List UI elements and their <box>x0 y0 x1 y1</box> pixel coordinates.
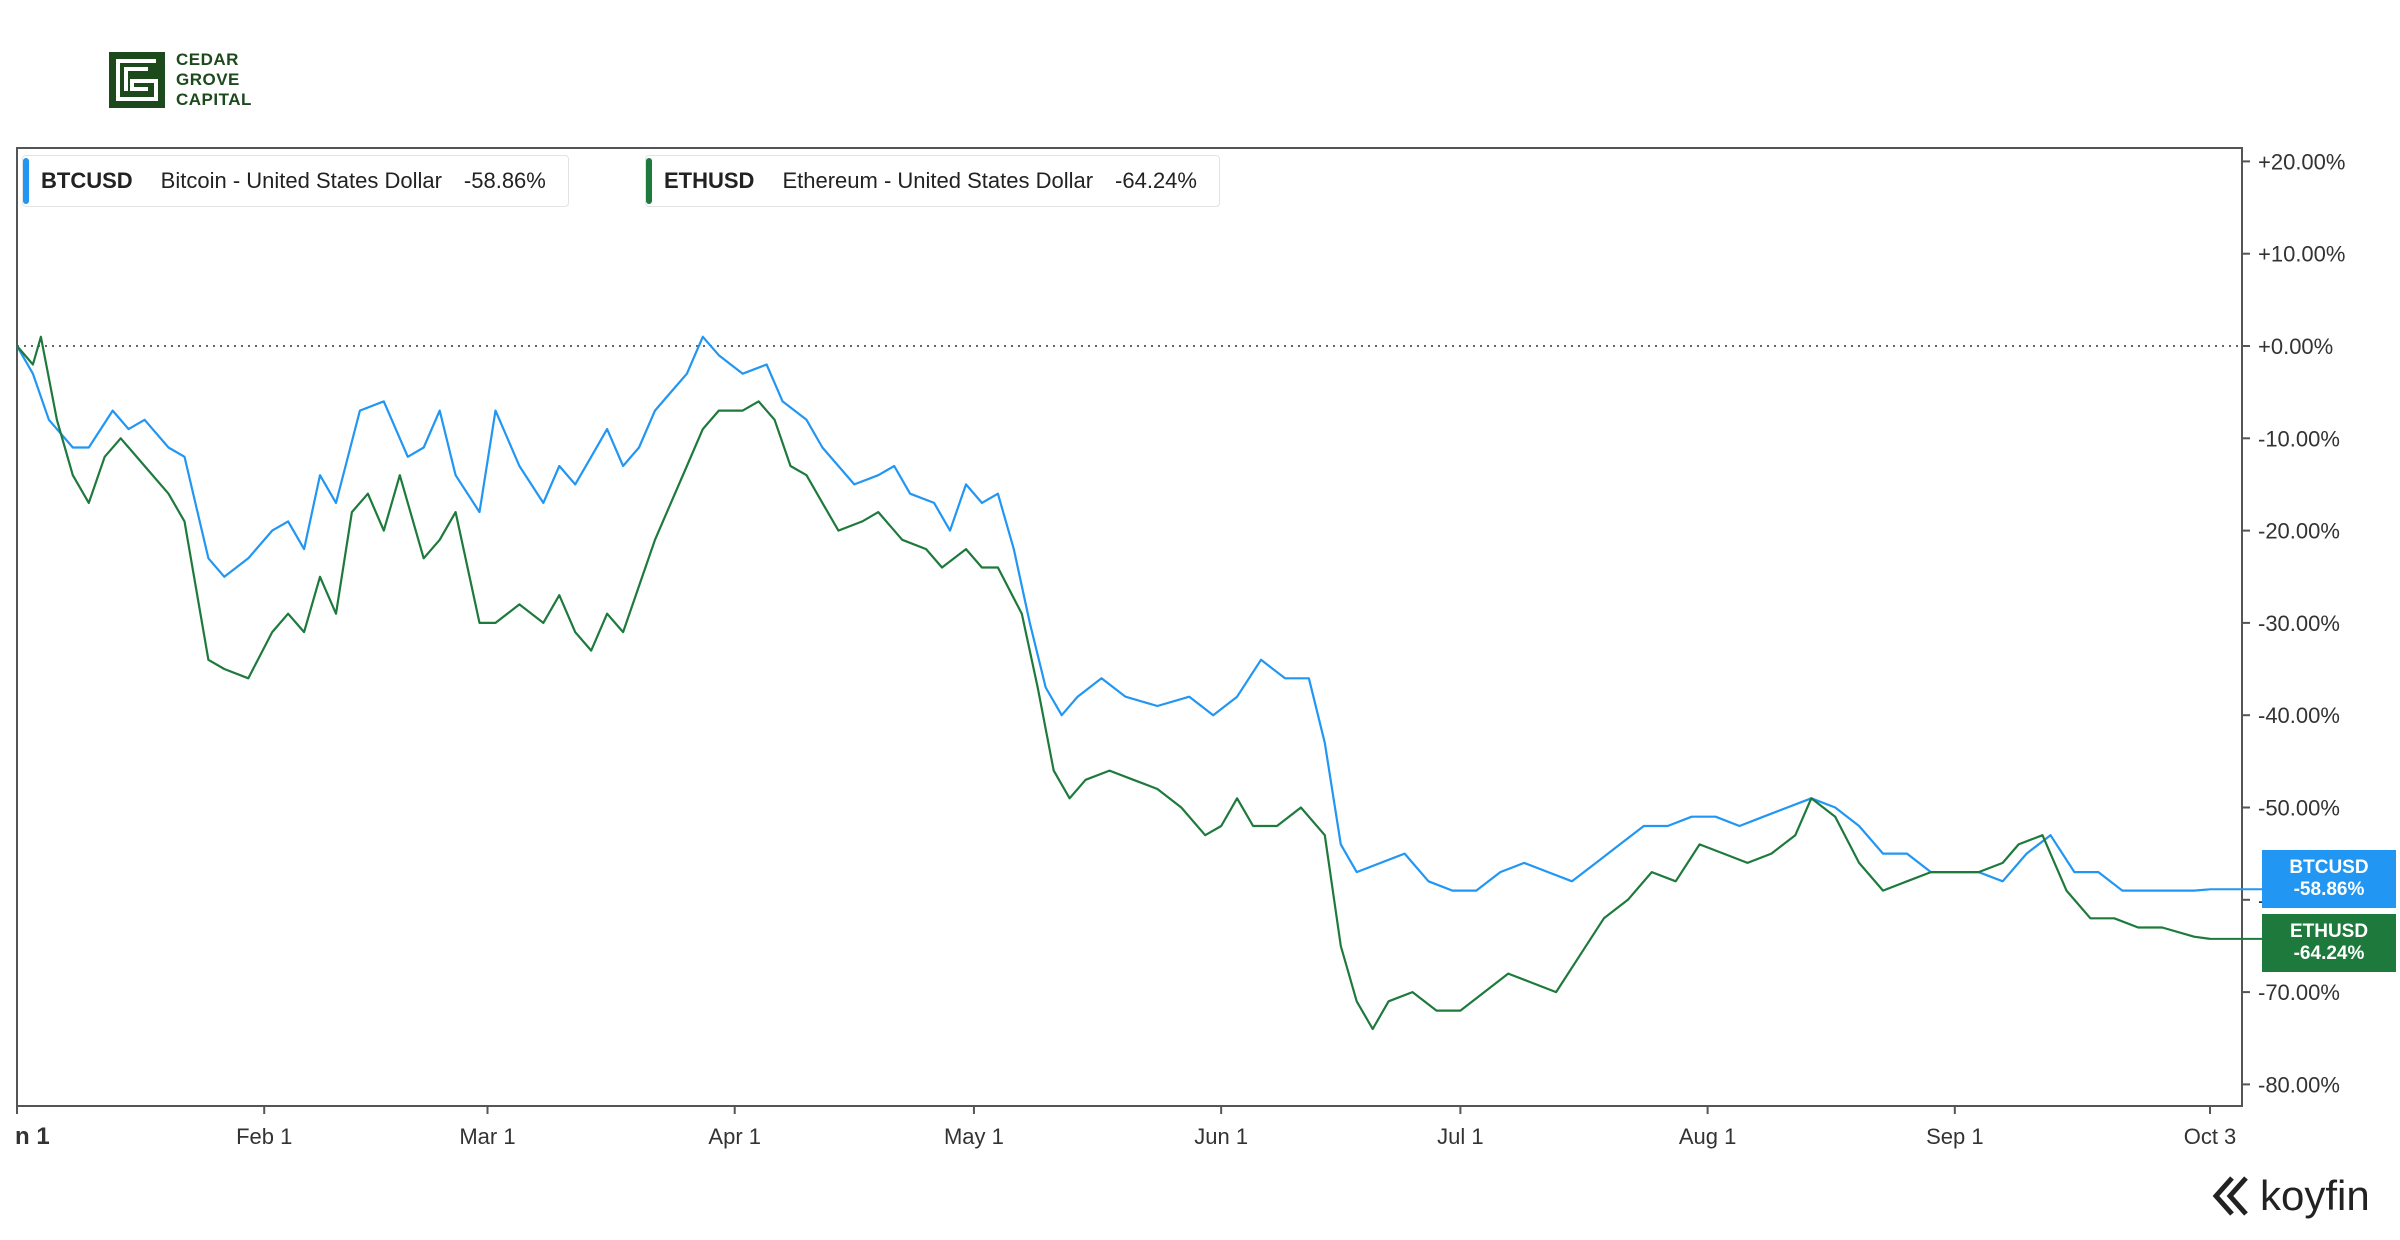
x-tick-label: Jun 1 <box>1194 1124 1248 1149</box>
x-tick-label: Jul 1 <box>1437 1124 1483 1149</box>
y-tick-label: -30.00% <box>2258 611 2340 636</box>
tag-symbol: BTCUSD <box>2289 857 2369 878</box>
y-tick-label: -20.00% <box>2258 519 2340 544</box>
legend-item-btcusd[interactable]: BTCUSD Bitcoin - United States Dollar -5… <box>22 155 569 207</box>
cedar-grove-logo: CEDAR GROVE CAPITAL <box>108 50 252 110</box>
legend-swatch-ethusd <box>646 158 652 204</box>
tag-change: -58.86% <box>2293 879 2365 900</box>
y-tick-label: +0.00% <box>2258 334 2333 359</box>
last-value-tag-ethusd: ETHUSD -64.24% <box>2262 914 2396 972</box>
y-tick-label: -50.00% <box>2258 796 2340 821</box>
x-tick-label: Mar 1 <box>459 1124 515 1149</box>
legend-change: -58.86% <box>463 168 546 193</box>
series-layer <box>16 335 2262 1031</box>
legend-symbol: ETHUSD <box>664 168 755 193</box>
x-tick-label: Apr 1 <box>708 1124 761 1149</box>
tag-change: -64.24% <box>2293 943 2365 964</box>
x-tick-label: Aug 1 <box>1679 1124 1737 1149</box>
legend-name: Bitcoin - United States Dollar <box>160 168 442 193</box>
koyfin-brand: koyfin <box>2212 1172 2370 1220</box>
x-tick-label: n 1 <box>15 1123 50 1150</box>
brand-name: koyfin <box>2260 1172 2370 1219</box>
y-tick-label: +20.00% <box>2258 149 2345 174</box>
logo-line-1: CEDAR <box>176 50 239 69</box>
y-tick-label: -70.00% <box>2258 980 2340 1005</box>
logo-wordmark: CEDAR GROVE CAPITAL <box>176 50 252 110</box>
y-tick-label: -40.00% <box>2258 703 2340 728</box>
y-tick-label: -80.00% <box>2258 1072 2340 1097</box>
cedar-grove-logo-icon <box>109 52 165 108</box>
x-tick-label: Sep 1 <box>1926 1124 1984 1149</box>
x-axis: n 1 Feb 1 Mar 1 Apr 1 May 1 Jun 1 Jul 1 Aug 1 Se… <box>15 1106 2236 1150</box>
logo-line-3: CAPITAL <box>176 90 252 109</box>
legend-swatch-btcusd <box>23 158 29 204</box>
y-tick-label: -10.00% <box>2258 426 2340 451</box>
x-tick-label: May 1 <box>944 1124 1004 1149</box>
plot-frame <box>16 147 2243 1107</box>
legend-symbol: BTCUSD <box>41 168 133 193</box>
legend-item-ethusd[interactable]: ETHUSD Ethereum - United States Dollar -… <box>645 155 1220 207</box>
x-tick-label: Feb 1 <box>236 1124 292 1149</box>
x-tick-label: Oct 3 <box>2184 1124 2237 1149</box>
series-line-ethusd <box>16 335 2211 1031</box>
legend-name: Ethereum - United States Dollar <box>782 168 1094 193</box>
tag-symbol: ETHUSD <box>2289 921 2369 942</box>
series-line-btcusd <box>16 335 2211 892</box>
legend-change: -64.24% <box>1115 168 1197 193</box>
logo-line-2: GROVE <box>176 70 240 89</box>
y-tick-label: +10.00% <box>2258 242 2345 267</box>
last-value-tag-btcusd: BTCUSD -58.86% <box>2262 850 2396 908</box>
koyfin-logo-icon <box>2212 1176 2248 1216</box>
